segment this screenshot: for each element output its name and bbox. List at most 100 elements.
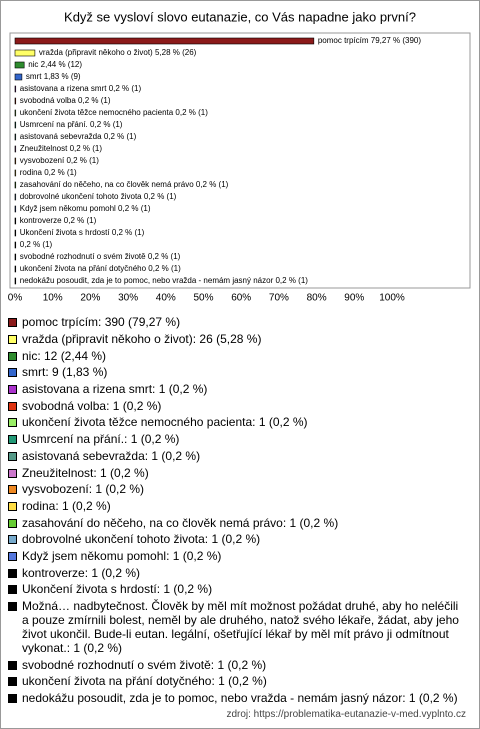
category-label: ukončení života těžce nemocného pacienta xyxy=(20,108,174,117)
bar xyxy=(14,205,17,213)
legend-label: Usmrcení na přání.: 1 (0,2 %) xyxy=(22,432,180,447)
bar xyxy=(14,145,17,153)
x-tick-label: 10% xyxy=(43,293,63,304)
legend-label: vysvobození: 1 (0,2 %) xyxy=(22,482,145,497)
bar xyxy=(14,253,17,261)
legend-label: dobrovolné ukončení tohoto života: 1 (0,… xyxy=(22,532,261,547)
category-label: nedokážu posoudit, zda je to pomoc, nebo… xyxy=(20,276,274,285)
legend-label: smrt: 9 (1,83 %) xyxy=(22,365,108,380)
category-label: svobodná volba xyxy=(20,96,77,105)
value-label: 0,2 % (1) xyxy=(104,132,137,141)
value-label: 0,2 % (1) xyxy=(44,168,77,177)
bar xyxy=(14,169,17,177)
category-label: rodina xyxy=(20,168,43,177)
legend: pomoc trpícím: 390 (79,27 %) vražda (přip… xyxy=(6,314,468,706)
value-label: 0,2 % (1) xyxy=(109,84,142,93)
legend-label: nedokážu posoudit, zda je to pomoc, nebo… xyxy=(22,691,458,706)
legend-item: Usmrcení na přání.: 1 (0,2 %) xyxy=(6,431,468,448)
legend-swatch xyxy=(8,401,17,411)
x-tick-label: 50% xyxy=(193,293,213,304)
bar-label: vysvobození 0,2 % (1) xyxy=(20,156,99,165)
legend-item: pomoc trpícím: 390 (79,27 %) xyxy=(6,314,468,331)
legend-swatch xyxy=(8,660,17,670)
bar-label: pomoc trpícím 79,27 % (390) xyxy=(318,36,422,45)
value-label: 0,2 % (1) xyxy=(90,120,123,129)
legend-label: asistovaná sebevražda: 1 (0,2 %) xyxy=(22,448,201,463)
bar-label: nedokážu posoudit, zda je to pomoc, nebo… xyxy=(20,276,309,285)
category-label: ukončení života na přání dotyčného xyxy=(20,264,147,273)
bar-label: 0,2 % (1) xyxy=(20,240,53,249)
legend-item: ukončení života na přání dotyčného: 1 (0… xyxy=(6,673,468,690)
bar xyxy=(14,73,23,81)
bar-label: dobrovolné ukončení tohoto života 0,2 % … xyxy=(20,192,177,201)
legend-swatch xyxy=(8,485,17,495)
legend-item: ukončení života těžce nemocného pacienta… xyxy=(6,414,468,431)
x-tick-label: 20% xyxy=(80,293,100,304)
category-label: dobrovolné ukončení tohoto života xyxy=(20,192,142,201)
legend-label: nic: 12 (2,44 %) xyxy=(22,348,107,363)
value-label: 0,2 % (1) xyxy=(66,156,99,165)
value-label: 0,2 % (1) xyxy=(64,216,97,225)
bar xyxy=(14,277,17,285)
legend-swatch xyxy=(8,568,17,578)
x-tick-label: 60% xyxy=(231,293,251,304)
legend-swatch xyxy=(8,451,17,461)
category-label: pomoc trpícím xyxy=(318,36,369,45)
category-label: Ukončení života s hrdostí xyxy=(20,228,111,237)
category-label: vražda (připravit někoho o život) xyxy=(39,48,153,57)
legend-item: svobodná volba: 1 (0,2 %) xyxy=(6,397,468,414)
legend-label: svobodná volba: 1 (0,2 %) xyxy=(22,398,162,413)
bar xyxy=(14,85,17,93)
legend-swatch xyxy=(8,385,17,395)
legend-label: Když jsem někomu pomohl: 1 (0,2 %) xyxy=(22,548,222,563)
bar-label: zasahování do něčeho, na co člověk nemá … xyxy=(20,180,229,189)
bar-label: asistovana a rizena smrt 0,2 % (1) xyxy=(20,84,142,93)
bar xyxy=(14,133,17,141)
value-label: 0,2 % (1) xyxy=(148,252,181,261)
legend-swatch xyxy=(8,602,17,612)
x-tick-label: 40% xyxy=(156,293,176,304)
legend-item: nedokážu posoudit, zda je to pomoc, nebo… xyxy=(6,690,468,707)
plot-frame xyxy=(9,32,471,289)
x-tick-label: 100% xyxy=(379,293,405,304)
bar xyxy=(14,121,17,129)
bar-label: Zneužitelnost 0,2 % (1) xyxy=(20,144,103,153)
bar-label: kontroverze 0,2 % (1) xyxy=(20,216,97,225)
x-tick-label: 80% xyxy=(307,293,327,304)
category-label: asistovaná sebevražda xyxy=(20,132,102,141)
value-label: 0,2 % (1) xyxy=(144,192,177,201)
legend-item: zasahování do něčeho, na co člověk nemá … xyxy=(6,514,468,531)
legend-label: rodina: 1 (0,2 %) xyxy=(22,498,111,513)
value-label: 0,2 % (1) xyxy=(20,240,53,249)
x-tick-label: 30% xyxy=(118,293,138,304)
legend-label: ukončení života na přání dotyčného: 1 (0… xyxy=(22,674,267,689)
bar xyxy=(14,109,17,117)
bar-label: vražda (připravit někoho o život) 5,28 %… xyxy=(39,48,197,57)
legend-item: asistovana a rizena smrt: 1 (0,2 %) xyxy=(6,381,468,398)
bar xyxy=(14,97,17,105)
value-label: 1,83 % (9) xyxy=(44,72,81,81)
value-label: 0,2 % (1) xyxy=(175,108,208,117)
value-label: 0,2 % (1) xyxy=(148,264,181,273)
bar-label: svobodné rozhodnutí o svém životě 0,2 % … xyxy=(20,252,181,261)
category-label: smrt xyxy=(26,72,42,81)
legend-swatch xyxy=(8,501,17,511)
legend-swatch xyxy=(8,585,17,595)
value-label: 0,2 % (1) xyxy=(78,96,111,105)
value-label: 0,2 % (1) xyxy=(70,144,103,153)
bar-label: asistovaná sebevražda 0,2 % (1) xyxy=(20,132,137,141)
x-tick-label: 0% xyxy=(8,293,23,304)
bar xyxy=(14,241,17,249)
category-label: zasahování do něčeho, na co člověk nemá … xyxy=(20,180,194,189)
legend-label: svobodné rozhodnutí o svém životě: 1 (0,… xyxy=(22,657,267,672)
x-tick-label: 90% xyxy=(344,293,364,304)
legend-item: nic: 12 (2,44 %) xyxy=(6,347,468,364)
legend-swatch xyxy=(8,435,17,445)
legend-item: vražda (připravit někoho o život): 26 (5… xyxy=(6,331,468,348)
bar xyxy=(14,181,17,189)
bar-label: Usmrcení na přání. 0,2 % (1) xyxy=(20,120,123,129)
bar-label: rodina 0,2 % (1) xyxy=(20,168,77,177)
bar-label: Ukončení života s hrdostí 0,2 % (1) xyxy=(20,228,145,237)
value-label: 79,27 % (390) xyxy=(371,36,422,45)
legend-label: Zneužitelnost: 1 (0,2 %) xyxy=(22,465,149,480)
